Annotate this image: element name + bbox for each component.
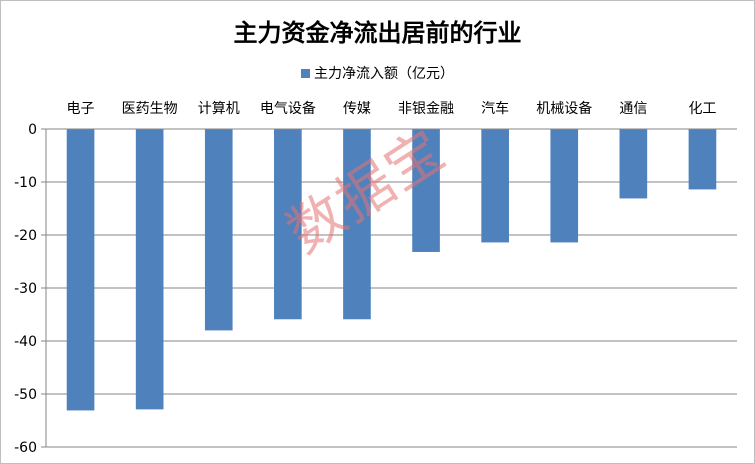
- chart-title: 主力资金净流出居前的行业: [233, 19, 522, 47]
- bar: [688, 129, 717, 190]
- y-tick-label: -20: [14, 228, 37, 244]
- bar: [135, 129, 164, 410]
- x-category-label: 计算机: [198, 101, 240, 117]
- bar: [343, 129, 371, 320]
- x-category-label: 传媒: [343, 101, 371, 117]
- bar: [481, 129, 509, 243]
- y-tick-label: -50: [14, 387, 37, 403]
- x-category-label: 汽车: [481, 100, 509, 117]
- x-category-label: 电子: [67, 101, 95, 117]
- x-category-label: 电气设备: [260, 100, 316, 117]
- bar: [619, 129, 648, 199]
- y-tick-label: -10: [14, 175, 37, 191]
- y-tick-label: -30: [14, 281, 37, 297]
- bar: [66, 129, 95, 411]
- x-category-label: 机械设备: [536, 100, 592, 117]
- x-category-label: 医药生物: [122, 101, 178, 117]
- y-tick-label: 0: [28, 122, 37, 138]
- bar: [412, 129, 440, 252]
- bar: [550, 129, 579, 243]
- legend-label: 主力净流入额（亿元）: [314, 66, 454, 82]
- bar: [204, 129, 233, 331]
- legend-swatch: [301, 69, 310, 78]
- bar: [274, 129, 302, 320]
- legend: 主力净流入额（亿元）: [1, 63, 754, 83]
- y-tick-label: -60: [14, 440, 37, 456]
- x-category-label: 非银金融: [398, 101, 454, 117]
- x-category-label: 化工: [688, 101, 716, 117]
- y-tick-label: -40: [14, 334, 37, 350]
- x-category-label: 通信: [619, 101, 647, 117]
